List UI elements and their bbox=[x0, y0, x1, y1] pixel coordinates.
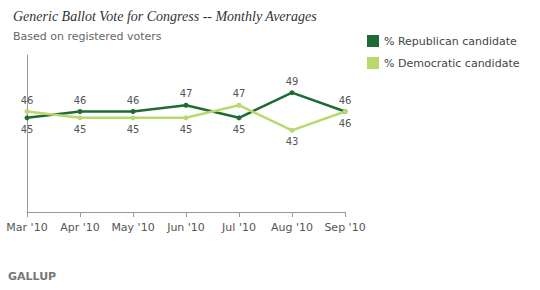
svg-text:Mar '10: Mar '10 bbox=[6, 221, 47, 234]
svg-text:Apr '10: Apr '10 bbox=[60, 221, 100, 234]
svg-text:Jul '10: Jul '10 bbox=[221, 221, 256, 234]
svg-text:Aug '10: Aug '10 bbox=[271, 221, 313, 234]
svg-text:% Republican candidate: % Republican candidate bbox=[384, 35, 517, 48]
svg-text:Sep '10: Sep '10 bbox=[324, 221, 365, 234]
svg-text:46: 46 bbox=[21, 95, 34, 106]
svg-text:47: 47 bbox=[233, 88, 246, 99]
svg-text:Generic Ballot Vote for Congre: Generic Ballot Vote for Congress -- Mont… bbox=[13, 9, 317, 24]
svg-text:45: 45 bbox=[233, 124, 246, 135]
svg-text:49: 49 bbox=[286, 76, 299, 87]
svg-text:43: 43 bbox=[286, 136, 299, 147]
svg-text:Jun '10: Jun '10 bbox=[166, 221, 205, 234]
svg-text:46: 46 bbox=[339, 95, 352, 106]
svg-text:47: 47 bbox=[180, 88, 193, 99]
svg-text:46: 46 bbox=[74, 95, 87, 106]
svg-text:46: 46 bbox=[127, 95, 140, 106]
svg-text:45: 45 bbox=[180, 124, 193, 135]
svg-text:45: 45 bbox=[127, 124, 140, 135]
svg-text:GALLUP: GALLUP bbox=[8, 270, 56, 283]
svg-text:Based on registered voters: Based on registered voters bbox=[13, 30, 162, 43]
svg-text:May '10: May '10 bbox=[111, 221, 154, 234]
svg-text:% Democratic candidate: % Democratic candidate bbox=[384, 57, 520, 70]
svg-text:46: 46 bbox=[339, 118, 352, 129]
svg-text:45: 45 bbox=[74, 124, 87, 135]
svg-text:45: 45 bbox=[21, 124, 34, 135]
